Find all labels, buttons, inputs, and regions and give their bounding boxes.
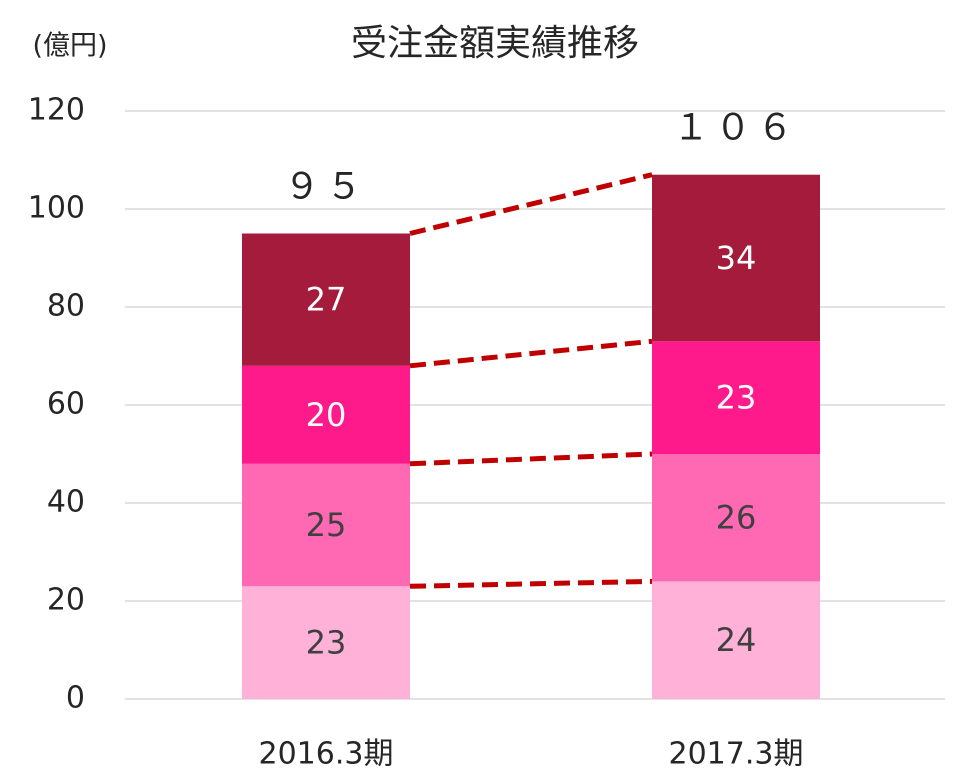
data-label: 24 [716, 621, 757, 659]
bar-segment [652, 581, 820, 699]
connector-line [409, 451, 653, 467]
chart-title: 受注金額実績推移 [351, 23, 639, 64]
connector-line [409, 578, 653, 589]
y-tick-label: 0 [66, 681, 85, 716]
y-tick-label: 60 [47, 387, 85, 422]
y-tick-label: 20 [47, 583, 85, 618]
bar-segment [652, 341, 820, 454]
connector-line [409, 172, 653, 236]
total-label: ９５ [284, 167, 368, 208]
data-label: 27 [306, 281, 347, 319]
y-axis-label: (億円) [32, 31, 107, 62]
data-label: 20 [306, 396, 347, 434]
y-tick-label: 80 [47, 289, 85, 324]
total-label: １０６ [673, 108, 799, 149]
bar-segment [242, 463, 410, 587]
x-tick-label: 2016.3期 [259, 737, 394, 772]
x-tick-label: 2017.3期 [669, 737, 804, 772]
y-tick-label: 40 [47, 485, 85, 520]
bar-segment [652, 174, 820, 342]
data-label: 25 [306, 506, 347, 544]
bar-segment [242, 586, 410, 699]
data-label: 23 [306, 624, 347, 662]
y-tick-label: 120 [28, 93, 85, 128]
y-tick-label: 100 [28, 191, 85, 226]
data-label: 26 [716, 499, 757, 537]
bar-segment [242, 365, 410, 464]
connector-line [409, 338, 653, 369]
bar-segment [242, 233, 410, 366]
bar-segment [652, 454, 820, 582]
data-label: 23 [716, 379, 757, 417]
data-label: 34 [716, 239, 757, 277]
